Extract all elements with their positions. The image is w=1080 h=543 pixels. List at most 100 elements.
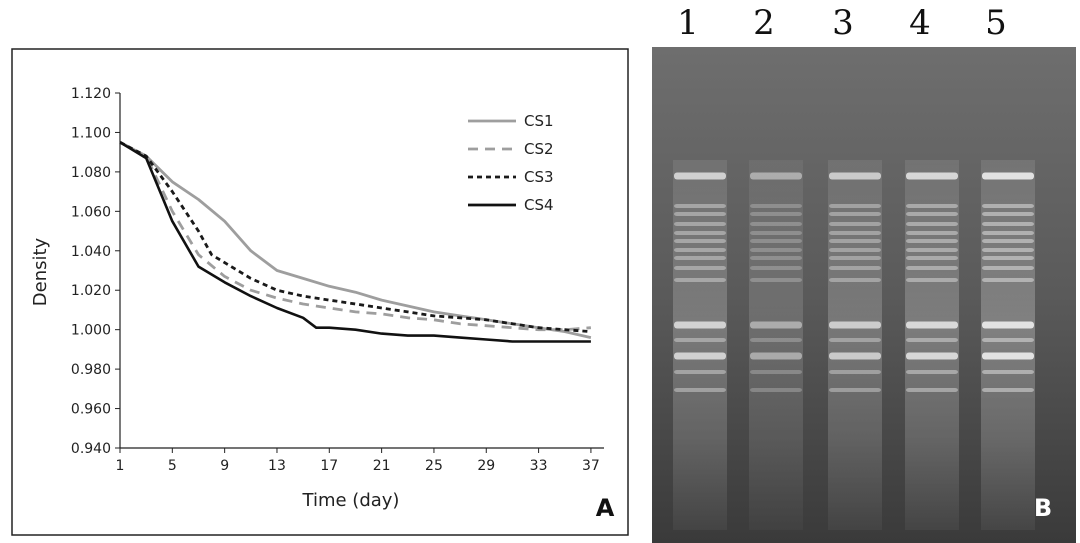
- gel-background: [652, 47, 1076, 543]
- gel-band: [982, 266, 1034, 270]
- gel-band: [674, 172, 726, 180]
- lane-smear: [673, 160, 727, 530]
- series-layer: [119, 141, 592, 343]
- y-tick-label: 0.940: [71, 441, 111, 457]
- gel-band: [906, 239, 958, 243]
- lane-label-1: 1: [677, 3, 699, 43]
- gel-band: [829, 222, 881, 226]
- panel-a-label: A: [596, 494, 615, 522]
- series-line-cs2: [119, 141, 592, 332]
- panel-b-label: B: [1034, 494, 1052, 522]
- gel-band: [674, 278, 726, 282]
- gel-band: [829, 338, 881, 342]
- y-tick-label: 1.080: [71, 165, 111, 181]
- gel-lane-4: [905, 160, 959, 530]
- lane-smear: [749, 160, 803, 530]
- gel-band: [906, 248, 958, 252]
- y-axis-label: Density: [30, 237, 51, 306]
- gel-band: [829, 352, 881, 360]
- gel-band: [829, 239, 881, 243]
- gel-band: [906, 370, 958, 374]
- x-tick-label: 17: [320, 458, 338, 474]
- x-tick-label: 33: [530, 458, 548, 474]
- series-line-cs4: [119, 141, 591, 343]
- gel-band: [750, 256, 802, 260]
- lane-smear: [905, 160, 959, 530]
- gel-lane-5: [981, 160, 1035, 530]
- y-tick-label: 0.960: [71, 402, 111, 418]
- gel-band: [829, 370, 881, 374]
- gel-lane-2: [749, 160, 803, 530]
- y-tick-label: 1.000: [71, 323, 111, 339]
- gel-band: [674, 321, 726, 329]
- legend-label-cs2: CS2: [524, 140, 554, 158]
- gel-band: [982, 172, 1034, 180]
- x-axis-label: Time (day): [302, 490, 400, 511]
- gel-band: [750, 266, 802, 270]
- lane-label-5: 5: [985, 3, 1007, 43]
- gel-band: [829, 321, 881, 329]
- gel-band: [982, 231, 1034, 235]
- lane-smear: [981, 160, 1035, 530]
- gel-band: [982, 278, 1034, 282]
- gel-band: [674, 231, 726, 235]
- gel-band: [750, 370, 802, 374]
- gel-band: [906, 172, 958, 180]
- x-tick-label: 37: [582, 458, 600, 474]
- lane-labels: 1 2 3 4 5: [677, 3, 1007, 43]
- gel-band: [750, 278, 802, 282]
- gel-band: [829, 212, 881, 216]
- gel-band: [674, 388, 726, 392]
- gel-band: [829, 204, 881, 208]
- lane-label-3: 3: [832, 3, 854, 43]
- gel-band: [982, 352, 1034, 360]
- gel-band: [674, 222, 726, 226]
- gel-band: [829, 256, 881, 260]
- x-tick-label: 21: [373, 458, 391, 474]
- gel-band: [906, 256, 958, 260]
- y-tick-label: 1.040: [71, 244, 111, 260]
- gel-band: [829, 388, 881, 392]
- gel-band: [982, 370, 1034, 374]
- chart-frame: [11, 48, 629, 536]
- gel-band: [674, 256, 726, 260]
- gel-band: [982, 388, 1034, 392]
- gel-band: [750, 248, 802, 252]
- gel-band: [750, 352, 802, 360]
- gel-band: [906, 388, 958, 392]
- gel-band: [750, 204, 802, 208]
- gel-band: [982, 248, 1034, 252]
- gel-band: [829, 266, 881, 270]
- chart-legend: CS1 CS2 CS3 CS4: [468, 112, 554, 214]
- x-tick-label: 25: [425, 458, 443, 474]
- gel-band: [750, 172, 802, 180]
- gel-band: [829, 248, 881, 252]
- gel-band: [829, 231, 881, 235]
- gel-band: [982, 239, 1034, 243]
- gel-band: [750, 212, 802, 216]
- gel-band: [674, 248, 726, 252]
- chart-axes: 0.940 0.960 0.980 1.000 1.020 1.040 1.060 1.080…: [71, 86, 604, 474]
- y-tick-label: 0.980: [71, 362, 111, 378]
- gel-band: [750, 388, 802, 392]
- gel-band: [906, 204, 958, 208]
- gel-lane-3: [828, 160, 882, 530]
- gel-band: [674, 204, 726, 208]
- gel-band: [982, 338, 1034, 342]
- gel-band: [674, 239, 726, 243]
- x-tick-label: 9: [220, 458, 229, 474]
- y-tick-label: 1.020: [71, 283, 111, 299]
- lane-smear: [828, 160, 882, 530]
- gel-band: [750, 239, 802, 243]
- gel-band: [982, 204, 1034, 208]
- gel-band: [906, 338, 958, 342]
- gel-band: [982, 212, 1034, 216]
- gel-band: [906, 231, 958, 235]
- x-tick-label: 13: [268, 458, 286, 474]
- legend-label-cs3: CS3: [524, 168, 554, 186]
- gel-band: [674, 352, 726, 360]
- gel-lanes: [673, 160, 1035, 530]
- gel-band: [906, 352, 958, 360]
- x-tick-label: 5: [168, 458, 177, 474]
- gel-band: [906, 212, 958, 216]
